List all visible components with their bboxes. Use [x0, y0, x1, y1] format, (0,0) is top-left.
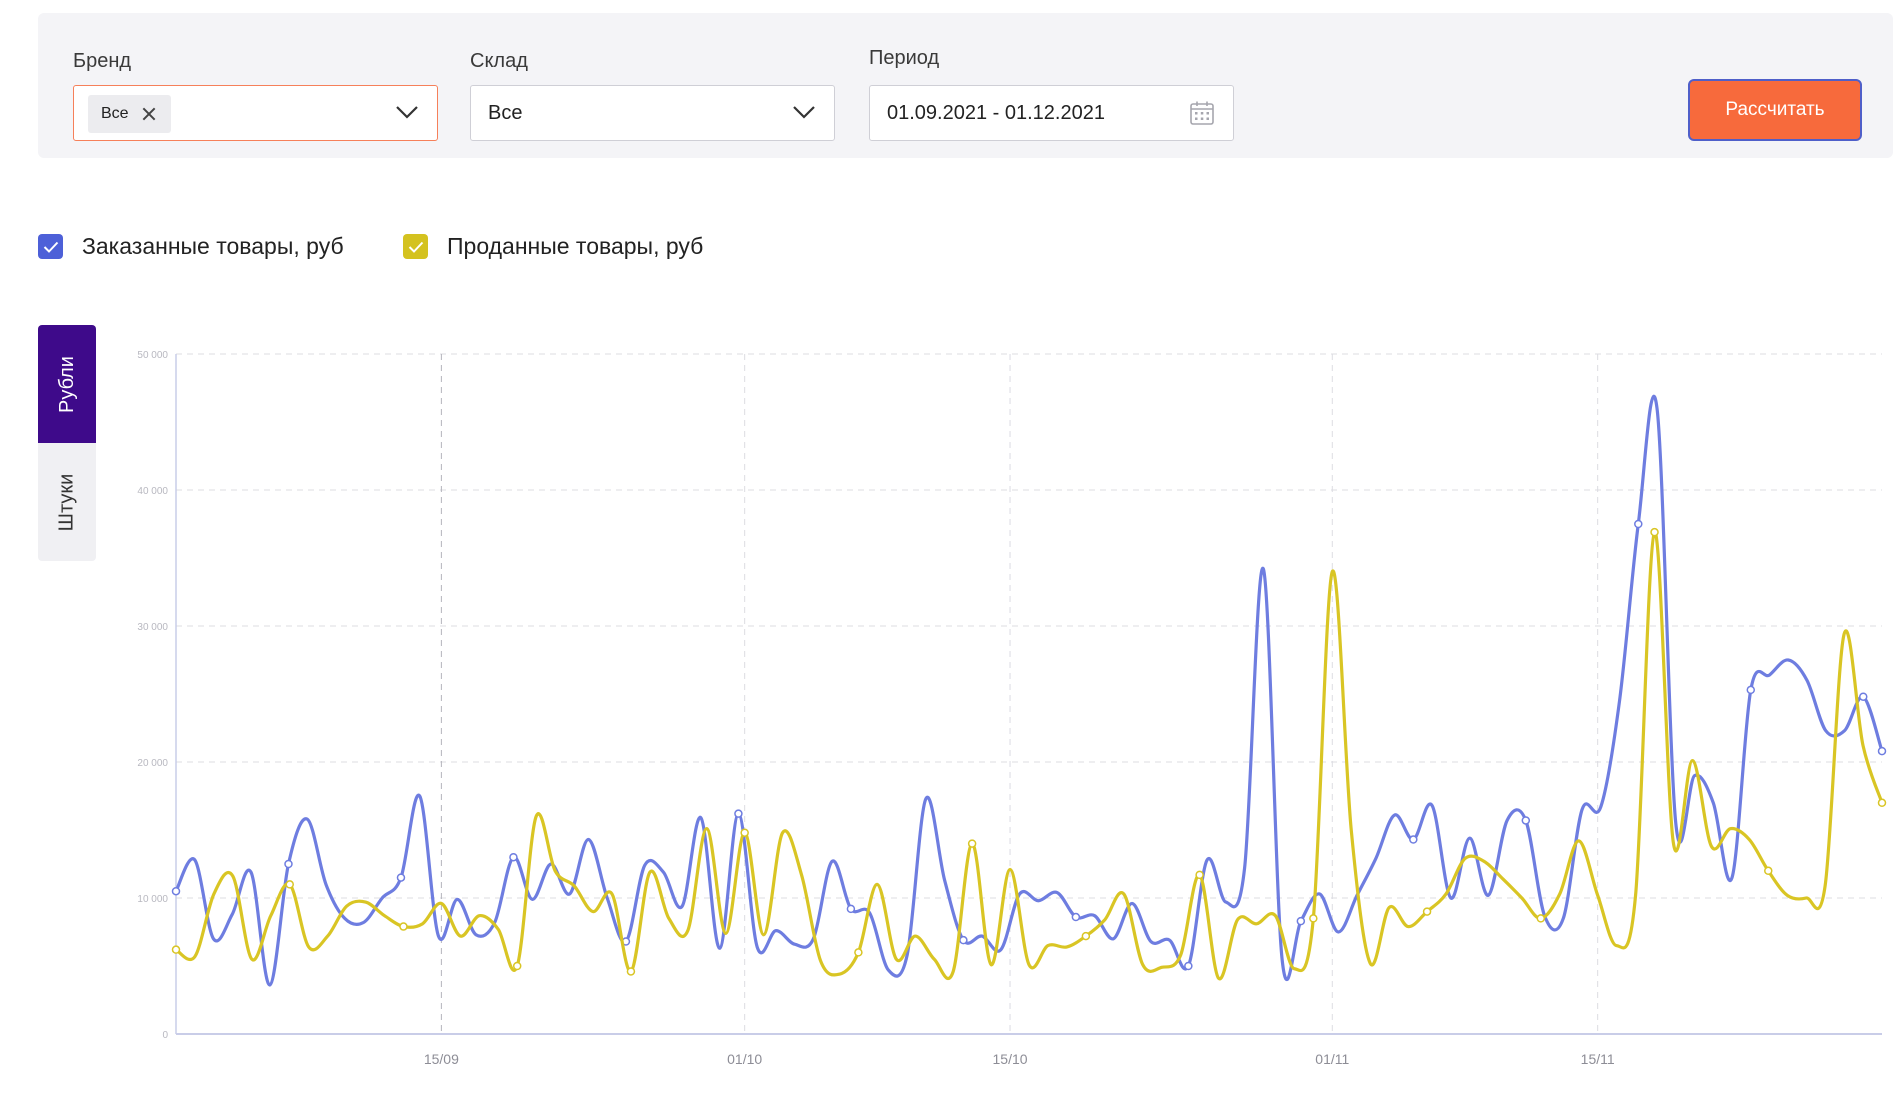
data-point [846, 904, 856, 914]
chevron-down-icon[interactable] [395, 104, 419, 120]
data-point [1422, 907, 1432, 916]
y-tick-label: 50 000 [137, 350, 168, 361]
data-point [1521, 816, 1531, 825]
x-tick-label: 15/11 [1581, 1051, 1615, 1067]
warehouse-select[interactable]: Все [470, 85, 835, 141]
series-line-0 [174, 394, 1884, 987]
legend-ordered-label: Заказанные товары, руб [82, 233, 344, 259]
data-point [171, 945, 181, 954]
brand-chip-label: Все [101, 105, 129, 122]
period-value: 01.09.2021 - 01.12.2021 [887, 102, 1105, 124]
data-point [1634, 519, 1643, 529]
data-point [1859, 692, 1868, 701]
data-point [396, 873, 406, 882]
checkbox-checked-icon[interactable] [403, 234, 428, 259]
y-tick-label: 20 000 [137, 758, 168, 769]
data-point [1746, 685, 1756, 695]
data-point [626, 967, 636, 976]
x-tick-label: 01/11 [1315, 1051, 1349, 1067]
warehouse-value: Все [488, 102, 523, 124]
data-point [1071, 912, 1081, 922]
warehouse-label: Склад [470, 50, 528, 72]
data-point [1309, 914, 1318, 923]
data-point [1081, 931, 1091, 941]
tab-pieces[interactable]: Штуки [38, 443, 96, 561]
data-point [1877, 798, 1887, 808]
y-tick-label: 40 000 [137, 486, 168, 497]
data-point [1296, 916, 1306, 926]
brand-select[interactable]: Все [73, 85, 438, 141]
data-point [399, 922, 408, 931]
x-tick-label: 01/10 [727, 1051, 762, 1067]
data-point [1195, 870, 1204, 880]
data-point [1877, 746, 1887, 756]
period-label: Период [869, 47, 940, 69]
data-point [509, 852, 518, 862]
brand-label: Бренд [73, 50, 132, 72]
data-point [959, 935, 968, 945]
data-point [171, 886, 181, 896]
data-point [967, 839, 977, 848]
x-tick-label: 15/09 [424, 1051, 459, 1067]
data-point [1409, 835, 1418, 844]
y-tick-label: 0 [162, 1030, 168, 1041]
y-tick-label: 30 000 [137, 622, 168, 633]
data-point [854, 948, 863, 957]
legend-ordered[interactable]: Заказанные товары, руб [38, 233, 344, 260]
period-input[interactable]: 01.09.2021 - 01.12.2021 [869, 85, 1234, 141]
data-point [1764, 866, 1773, 876]
unit-tabs: Рубли Штуки [38, 325, 96, 561]
data-point [734, 809, 743, 818]
data-point [1184, 961, 1193, 971]
tab-rubles[interactable]: Рубли [38, 325, 96, 443]
calendar-icon[interactable] [1189, 100, 1215, 126]
chevron-down-icon[interactable] [792, 104, 816, 120]
brand-chip[interactable]: Все [88, 95, 171, 133]
calculate-button[interactable]: Рассчитать [1688, 79, 1862, 141]
legend-sold-label: Проданные товары, руб [447, 233, 704, 259]
data-point [740, 828, 749, 837]
data-point [1536, 914, 1546, 923]
data-point [512, 961, 522, 971]
y-tick-label: 10 000 [137, 894, 168, 905]
data-point [284, 859, 293, 869]
data-point [1650, 527, 1659, 537]
series-line-1 [175, 530, 1884, 981]
checkbox-checked-icon[interactable] [38, 234, 63, 259]
data-point [285, 880, 294, 889]
x-tick-label: 15/10 [993, 1051, 1028, 1067]
legend-sold[interactable]: Проданные товары, руб [403, 233, 703, 260]
